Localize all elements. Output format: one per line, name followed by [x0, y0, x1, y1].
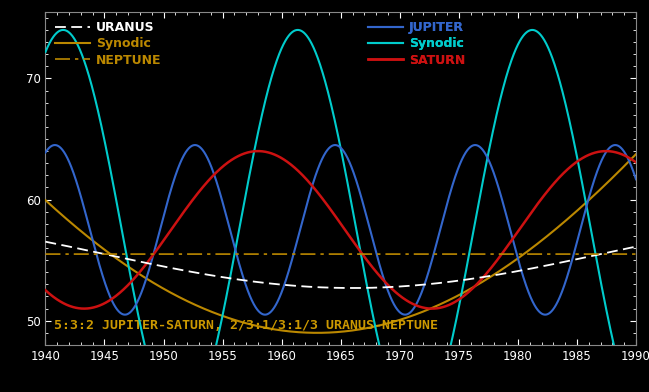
Legend: JUPITER, Synodic, SATURN: JUPITER, Synodic, SATURN: [367, 21, 465, 67]
Text: 5:3:2 JUPITER-SATURN, 2/3:1/3:1/3 URANUS-NEPTUNE: 5:3:2 JUPITER-SATURN, 2/3:1/3:1/3 URANUS…: [55, 319, 438, 332]
